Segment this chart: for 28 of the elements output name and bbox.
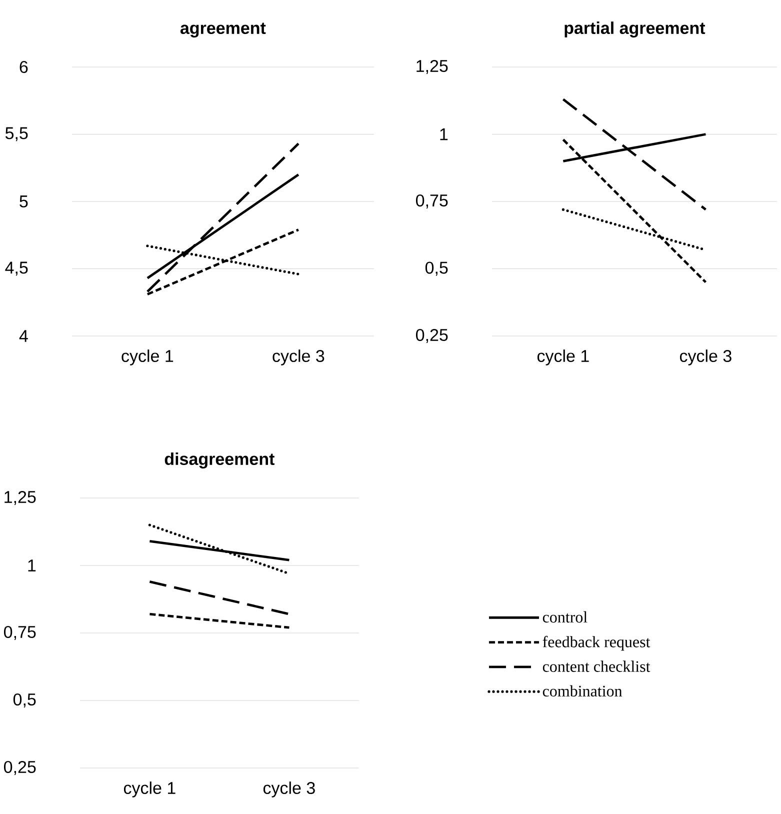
- chart-title: partial agreement: [564, 22, 706, 38]
- y-tick-label: 0,25: [4, 760, 36, 776]
- y-tick-label: 0,25: [416, 328, 448, 344]
- y-tick-label: 5: [20, 196, 28, 208]
- y-tick-label: 1: [28, 560, 36, 572]
- legend-label: content checklist: [542, 660, 650, 672]
- y-tick-label: 1,25: [416, 60, 448, 74]
- y-tick-label: 0,5: [13, 693, 36, 708]
- legend-label: control: [542, 611, 588, 623]
- y-tick-label: 6: [20, 60, 28, 74]
- y-tick-label: 5,5: [5, 127, 28, 142]
- y-tick-label: 1: [440, 128, 448, 140]
- chart-title: agreement: [180, 22, 266, 38]
- x-tick-label: cycle 1: [122, 350, 174, 366]
- y-tick-label: 0,75: [4, 626, 36, 640]
- x-tick-label: cycle 3: [263, 782, 315, 798]
- legend-label: combination: [542, 685, 622, 697]
- y-tick-label: 4: [19, 330, 28, 342]
- y-tick-label: 4,5: [5, 262, 28, 276]
- y-tick-label: 0,75: [416, 194, 448, 209]
- y-tick-label: 0,5: [425, 262, 448, 276]
- x-tick-label: cycle 1: [537, 350, 589, 366]
- y-tick-label: 1,25: [4, 490, 36, 506]
- x-tick-label: cycle 3: [680, 350, 732, 366]
- legend-label: feedback request: [542, 636, 650, 651]
- x-tick-label: cycle 1: [124, 782, 176, 798]
- chart-title: disagreement: [164, 452, 275, 468]
- x-tick-label: cycle 3: [272, 350, 324, 366]
